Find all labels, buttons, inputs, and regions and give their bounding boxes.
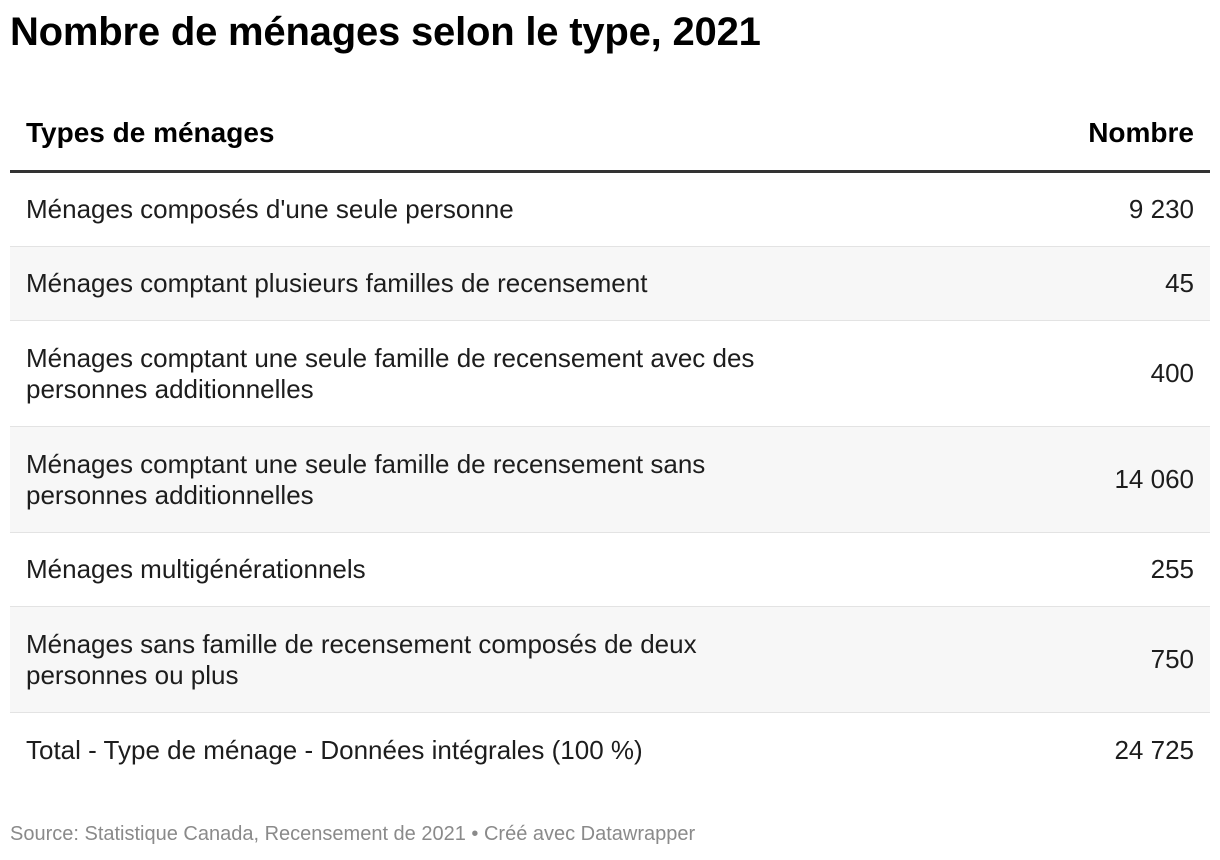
table-row: Ménages sans famille de recensement comp… xyxy=(10,606,1210,713)
table-row-total: Total - Type de ménage - Données intégra… xyxy=(10,713,1210,789)
row-label: Ménages composés d'une seule personne xyxy=(10,171,970,247)
row-value: 9 230 xyxy=(970,171,1210,247)
table-header-row: Types de ménages Nombre xyxy=(10,96,1210,173)
row-label: Ménages sans famille de recensement comp… xyxy=(10,606,970,713)
row-label: Ménages comptant plusieurs familles de r… xyxy=(10,246,970,321)
source-note: Source: Statistique Canada, Recensement … xyxy=(10,823,696,845)
table-row: Ménages composés d'une seule personne 9 … xyxy=(10,171,1210,247)
chart-title: Nombre de ménages selon le type, 2021 xyxy=(10,10,761,54)
row-label: Total - Type de ménage - Données intégra… xyxy=(10,713,970,789)
row-label-text: Ménages composés d'une seule personne xyxy=(26,194,514,224)
row-label-text: Ménages sans famille de recensement comp… xyxy=(26,628,697,690)
row-value: 14 060 xyxy=(970,426,1210,533)
table-row: Ménages comptant plusieurs familles de r… xyxy=(10,246,1210,321)
row-label: Ménages multigénérationnels xyxy=(10,532,970,607)
table-row: Ménages comptant une seule famille de re… xyxy=(10,320,1210,427)
row-value: 750 xyxy=(970,606,1210,713)
row-label-text: Total - Type de ménage - Données intégra… xyxy=(26,735,643,765)
row-label-text: Ménages comptant une seule famille de re… xyxy=(26,448,706,510)
column-header-count[interactable]: Nombre xyxy=(970,96,1210,173)
row-value: 45 xyxy=(970,246,1210,321)
row-label-text: Ménages comptant une seule famille de re… xyxy=(26,342,755,404)
row-label-text: Ménages comptant plusieurs familles de r… xyxy=(26,268,648,298)
column-header-type[interactable]: Types de ménages xyxy=(10,96,970,173)
data-table: Types de ménages Nombre Ménages composés… xyxy=(10,96,1210,788)
row-value: 24 725 xyxy=(1114,735,1194,765)
table-row: Ménages multigénérationnels 255 xyxy=(10,532,1210,607)
row-label-text: Ménages multigénérationnels xyxy=(26,554,366,584)
row-label: Ménages comptant une seule famille de re… xyxy=(10,320,970,427)
row-value: 400 xyxy=(970,320,1210,427)
row-value: 255 xyxy=(970,532,1210,607)
row-label: Ménages comptant une seule famille de re… xyxy=(10,426,970,533)
table-row: Ménages comptant une seule famille de re… xyxy=(10,426,1210,533)
